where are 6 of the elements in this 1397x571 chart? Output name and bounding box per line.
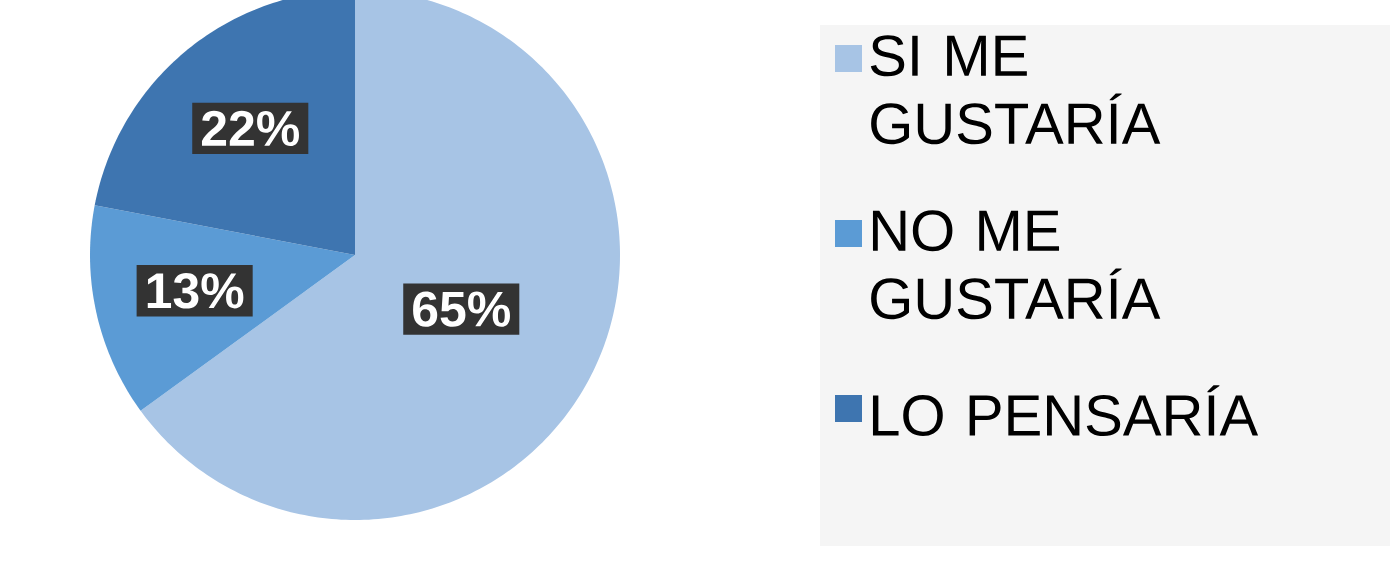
legend-label: LO PENSARÍA (872, 385, 1259, 437)
legend-label: SI ME GUSTARÍA (870, 35, 1161, 145)
data-label: 22% (201, 110, 299, 147)
data-label: 65% (413, 291, 510, 327)
data-label: 13% (147, 273, 244, 309)
legend-label: NO ME GUSTARÍA (871, 210, 1161, 320)
